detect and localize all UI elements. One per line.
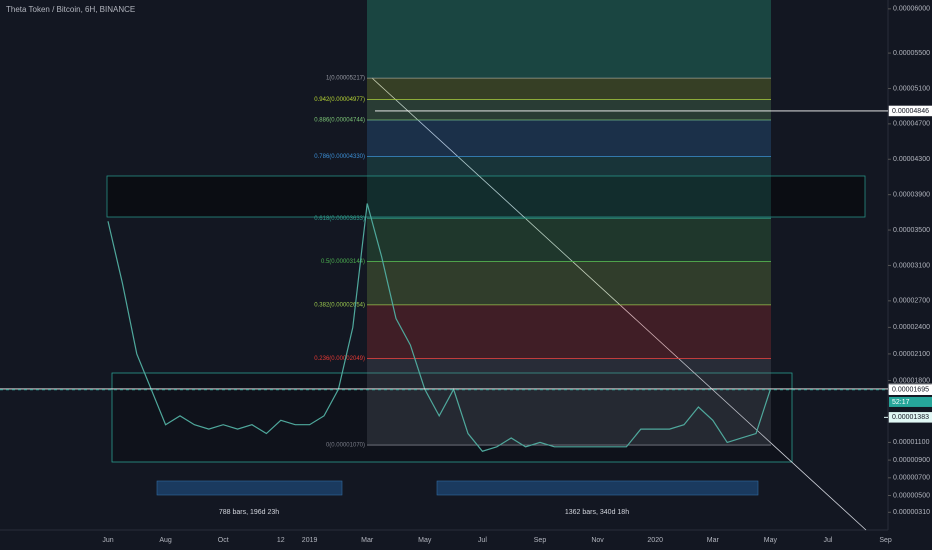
y-tick-label: 0.00006000 [893,6,930,13]
fib-band [367,261,771,305]
y-tick-label: 0.00001100 [893,439,930,446]
x-tick-label: Sep [534,537,547,544]
x-tick-label: 2020 [647,537,663,544]
annotation: 1362 bars, 340d 18h [565,509,629,516]
y-tick-label: 0.00003900 [893,192,930,199]
y-tick-label: 0.00000700 [893,475,930,482]
x-tick-label: Sep [879,537,892,544]
y-tick-label: 0.00000310 [893,509,930,516]
x-tick-label: May [764,537,778,544]
y-tick-label: 0.00000500 [893,492,930,499]
fib-band [367,156,771,219]
x-tick-label: Jul [478,537,487,544]
range-measure [156,480,343,496]
countdown: 52:17 [892,399,910,406]
x-tick-label: 12 [277,537,285,544]
range-measure [436,480,759,496]
price-line [107,203,771,452]
fib-label: 0(0.00001070) [326,443,365,449]
y-tick-label: 0.00000900 [893,457,930,464]
countdown-tag [889,396,932,407]
price-tag [888,105,932,117]
price-tag-label: 0.00001383 [892,414,929,421]
y-tick-label: 0.00001800 [893,377,930,384]
x-tick-label: Jul [824,537,833,544]
fib-label: 0.886(0.00004744) [314,118,365,124]
fib-label: 1(0.00005217) [326,76,365,82]
y-tick-label: 0.00005500 [893,50,930,57]
fib-band [367,218,771,262]
trend-line [371,77,867,531]
x-tick-label: Mar [707,537,720,544]
chart-title: Theta Token / Bitcoin, 6H, BINANCE [6,5,135,14]
y-tick-label: 0.00004300 [893,156,930,163]
x-tick-label: 2019 [302,537,318,544]
y-tick-label: 0.00002700 [893,298,930,305]
fib-band [367,78,771,100]
fib-band [367,119,771,157]
price-tag [888,412,932,423]
price-tag-label: 0.00001695 [892,387,929,394]
range-box [111,372,793,463]
target-zone [367,0,771,78]
x-tick-label: Oct [218,537,229,544]
fib-band [367,304,771,359]
annotation: 788 bars, 196d 23h [219,509,279,516]
x-tick-label: Aug [159,537,172,544]
x-tick-label: May [418,537,432,544]
y-tick-label: 0.00004700 [893,121,930,128]
fib-band [367,99,771,120]
fib-band [367,358,771,446]
price-tag [888,384,932,396]
x-tick-label: Nov [591,537,604,544]
y-tick-label: 0.00002400 [893,324,930,331]
y-tick-label: 0.00003500 [893,227,930,234]
y-tick-label: 0.00002100 [893,351,930,358]
fib-label: 0.942(0.00004977) [314,97,365,103]
fib-label: 0.618(0.00003633) [314,216,365,222]
fib-label: 0.236(0.00002049) [314,356,365,362]
x-tick-label: Jun [102,537,113,544]
fib-label: 0.786(0.00004330) [314,154,365,160]
fib-label: 0.382(0.00002654) [314,302,365,308]
fib-label: 0.5(0.00003144) [321,259,365,265]
price-tag-label: 0.00004846 [892,108,929,115]
x-tick-label: Mar [361,537,374,544]
y-tick-label: 0.00003100 [893,262,930,269]
y-tick-label: 0.00005100 [893,85,930,92]
